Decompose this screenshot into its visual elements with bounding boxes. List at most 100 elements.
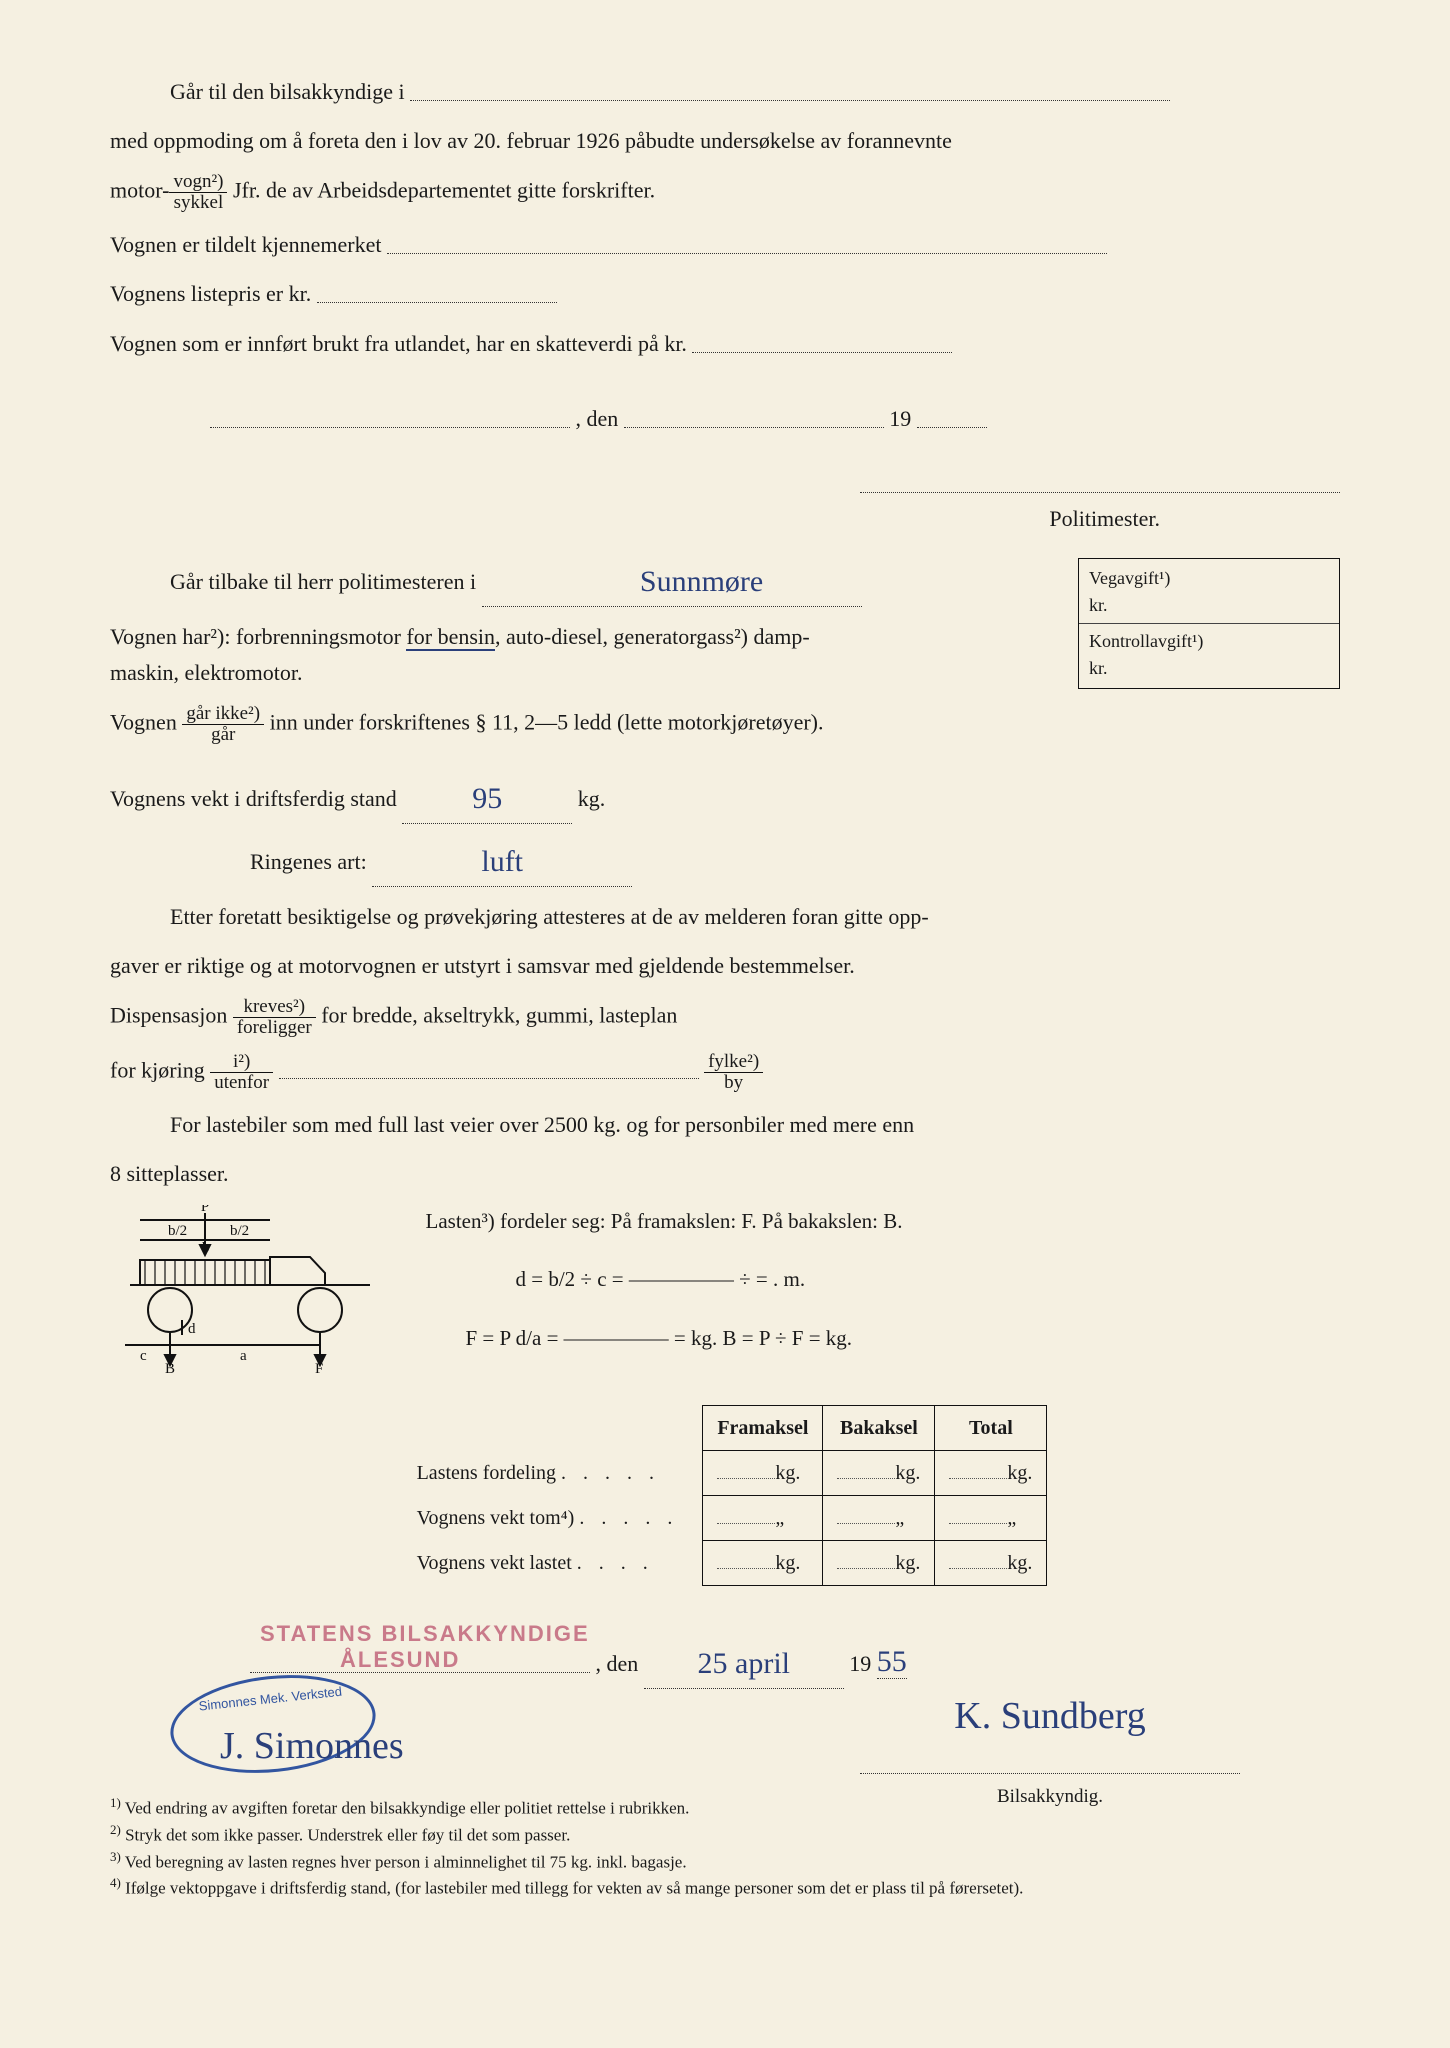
fee-kr2: kr. — [1089, 655, 1329, 682]
text: med oppmoding om å foreta den i lov av 2… — [110, 128, 952, 153]
input-line[interactable]: 95 — [402, 775, 572, 824]
year-line[interactable] — [917, 427, 987, 428]
disp-line: Dispensasjon kreves²)foreligger for bred… — [110, 997, 1340, 1038]
axle-table: Framaksel Bakaksel Total Lastens fordeli… — [403, 1405, 1048, 1586]
place-line[interactable] — [250, 1672, 590, 1673]
text: motor- — [110, 178, 169, 203]
row-label: Lastens fordeling . . . . . — [403, 1451, 703, 1496]
fn-3: Ved beregning av lasten regnes hver pers… — [125, 1852, 687, 1871]
truck-formula-row: P b b/2 b/2 a c d B F Lasten³) fordeler … — [110, 1205, 1340, 1385]
input-line[interactable] — [279, 1078, 699, 1079]
weight-line: Vognens vekt i driftsferdig stand 95 kg. — [110, 773, 1340, 822]
para-motor: motor-vogn²)sykkel Jfr. de av Arbeidsdep… — [110, 172, 1340, 213]
lasten-fordeler: Lasten³) fordeler seg: På framakslen: F.… — [426, 1205, 1126, 1239]
fn-marker: 3) — [110, 1849, 121, 1864]
text: , den — [596, 1651, 639, 1676]
signature-line[interactable] — [860, 492, 1340, 493]
handwritten-value: 95 — [472, 782, 502, 815]
formulas-block: Lasten³) fordeler seg: På framakslen: F.… — [426, 1205, 1126, 1356]
handwritten-value: luft — [481, 845, 523, 878]
text: for bredde, akseltrykk, gummi, lasteplan — [321, 1002, 677, 1027]
cell[interactable]: kg. — [703, 1541, 823, 1586]
date-line[interactable]: 25 april — [644, 1640, 844, 1689]
line-kjennemerke: Vognen er tildelt kjennemerket — [110, 227, 1340, 262]
signature-right: K. Sundberg — [860, 1686, 1240, 1747]
fn-4: Ifølge vektoppgave i driftsferdig stand,… — [125, 1879, 1023, 1898]
line-skatteverdi: Vognen som er innført brukt fra utlandet… — [110, 326, 1340, 361]
text: for kjøring — [110, 1057, 210, 1082]
input-line[interactable] — [317, 302, 557, 303]
fn-marker: 1) — [110, 1795, 121, 1810]
rings-line: Ringenes art: luft — [250, 836, 1340, 885]
cell[interactable]: kg. — [703, 1451, 823, 1496]
input-line[interactable] — [692, 352, 952, 353]
input-line[interactable] — [387, 253, 1107, 254]
lastebil-2: 8 sitteplasser. — [110, 1156, 1340, 1191]
frac-den: foreligger — [233, 1018, 316, 1038]
lastebil-1: For lastebiler som med full last veier o… — [110, 1107, 1340, 1142]
frac-num: i²) — [210, 1052, 273, 1073]
svg-text:a: a — [240, 1348, 247, 1364]
signature-line — [860, 1773, 1240, 1774]
formula-d: d = b/2 ÷ c = ————— ÷ = . m. — [516, 1263, 1126, 1297]
fn-marker: 4) — [110, 1875, 121, 1890]
text: , auto-diesel, generatorgass²) damp- — [495, 624, 810, 649]
fn-1: Ved endring av avgiften foretar den bils… — [125, 1799, 690, 1818]
svg-text:b/2: b/2 — [230, 1223, 249, 1239]
cell[interactable]: kg. — [935, 1541, 1047, 1586]
text: Vognens listepris er kr. — [110, 281, 311, 306]
date-line-top: , den 19 — [110, 401, 1340, 436]
text: kg. — [578, 786, 606, 811]
svg-text:b/2: b/2 — [168, 1223, 187, 1239]
fee-box: Vegavgift¹) kr. Kontrollavgift¹) kr. — [1078, 558, 1340, 689]
col-bakaksel: Bakaksel — [823, 1406, 935, 1451]
input-line[interactable]: Sunnmøre — [482, 558, 862, 607]
frac-num: kreves²) — [233, 997, 316, 1018]
text: maskin, elektromotor. — [110, 660, 302, 685]
stamp-text: Simonnes Mek. Verksted — [170, 1679, 371, 1721]
frac-den: by — [704, 1073, 763, 1093]
input-line[interactable]: luft — [372, 838, 632, 887]
text: Går tilbake til herr politimesteren i — [170, 569, 476, 594]
svg-text:b: b — [202, 1240, 210, 1256]
text: , den — [576, 406, 619, 431]
text: Ringenes art: — [250, 849, 367, 874]
row-label: Vognens vekt tom⁴) . . . . . — [403, 1496, 703, 1541]
text: Vognen som er innført brukt fra utlandet… — [110, 331, 687, 356]
text: Vognen er tildelt kjennemerket — [110, 232, 381, 257]
year-value: 55 — [877, 1645, 907, 1679]
text: Går til den bilsakkyndige i — [170, 79, 405, 104]
attest-2: gaver er riktige og at motorvognen er ut… — [110, 948, 1340, 983]
gar-line: Vognen går ikke²)går inn under forskrift… — [110, 704, 1340, 745]
frac-num: går ikke²) — [182, 704, 264, 725]
text: Vognen har²): forbrenningsmotor — [110, 624, 406, 649]
date-line[interactable] — [624, 427, 884, 428]
fraction-kreves: kreves²)foreligger — [233, 997, 316, 1038]
svg-text:c: c — [140, 1348, 147, 1364]
fn-2: Stryk det som ikke passer. Understrek el… — [125, 1826, 570, 1845]
text: Dispensasjon — [110, 1002, 233, 1027]
svg-text:B: B — [165, 1361, 175, 1375]
politimester-block: Politimester. — [110, 466, 1340, 536]
cell[interactable]: kg. — [823, 1541, 935, 1586]
col-total: Total — [935, 1406, 1047, 1451]
text: 19 — [849, 1651, 871, 1676]
text: Vognen — [110, 709, 182, 734]
handwritten-value: Sunnmøre — [640, 565, 763, 598]
cell[interactable]: kg. — [823, 1451, 935, 1496]
attest-1: Etter foretatt besiktigelse og prøvekjør… — [110, 899, 1340, 934]
fee-kontroll: Kontrollavgift¹) — [1089, 628, 1329, 655]
svg-text:P: P — [201, 1205, 209, 1215]
fee-veg: Vegavgift¹) — [1089, 565, 1329, 592]
cell[interactable]: „ — [935, 1496, 1047, 1541]
signature-right-block: K. Sundberg Bilsakkyndig. — [860, 1686, 1240, 1812]
para-oppmoding: med oppmoding om å foreta den i lov av 2… — [110, 123, 1340, 158]
input-line[interactable] — [410, 100, 1170, 101]
cell[interactable]: „ — [703, 1496, 823, 1541]
place-line[interactable] — [210, 427, 570, 428]
cell[interactable]: „ — [823, 1496, 935, 1541]
frac-den: sykkel — [169, 193, 227, 213]
line-bilsakkyndige: Går til den bilsakkyndige i — [110, 74, 1340, 109]
cell[interactable]: kg. — [935, 1451, 1047, 1496]
fraction-gar: går ikke²)går — [182, 704, 264, 745]
